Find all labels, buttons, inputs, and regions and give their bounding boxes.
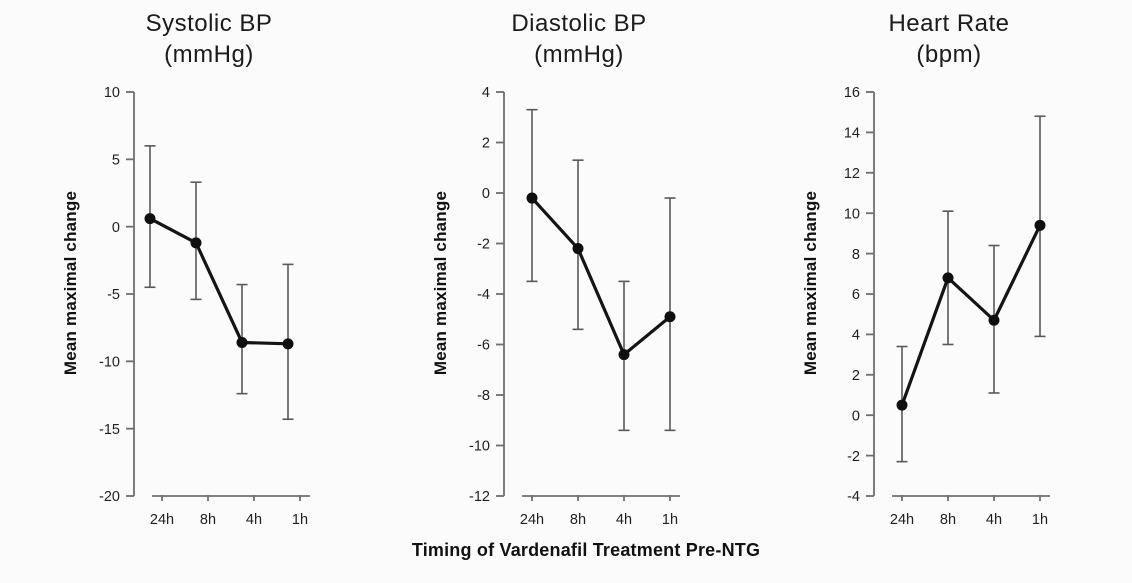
chart-title-line1: Heart Rate [888, 10, 1010, 37]
panel-heart-rate: Heart Rate (bpm) Mean maximal change 16 1… [798, 8, 1074, 540]
y-axis-label: Mean maximal change [801, 190, 820, 375]
x-tick-label: 1h [1032, 512, 1048, 528]
y-tick-label: -4 [847, 489, 860, 505]
y-tick-label: 2 [852, 368, 860, 384]
y-tick-label: 2 [482, 136, 490, 152]
x-tick-label: 24h [520, 512, 544, 528]
y-tick-label: -2 [847, 449, 860, 465]
y-tick-label: -2 [477, 237, 490, 253]
x-tick-label: 4h [986, 512, 1002, 528]
data-point [526, 192, 538, 204]
y-axis-label-wrap: Mean maximal change [798, 72, 824, 540]
x-tick-label: 4h [246, 512, 262, 528]
data-point [618, 349, 630, 361]
data-point [942, 272, 954, 284]
y-tick-label: 14 [844, 126, 860, 142]
x-tick-label: 1h [662, 512, 678, 528]
y-tick-label: 6 [852, 287, 860, 303]
chart-title-line2: (bpm) [916, 41, 982, 68]
data-line [530, 196, 672, 357]
x-tick-label: 1h [292, 512, 308, 528]
data-point [664, 311, 676, 323]
y-axis-label-wrap: Mean maximal change [58, 72, 84, 540]
chart-title-line2: (mmHg) [534, 41, 624, 68]
y-tick-label: -15 [99, 422, 120, 438]
x-tick-label: 24h [890, 512, 914, 528]
chart-title-line1: Systolic BP [145, 10, 273, 37]
x-tick-label: 4h [616, 512, 632, 528]
y-tick-label: 4 [482, 85, 490, 101]
y-tick-label: 0 [112, 220, 120, 236]
data-point [1034, 219, 1046, 231]
x-tick-label: 24h [150, 512, 174, 528]
data-point [282, 338, 294, 350]
y-tick-label: 12 [844, 166, 860, 182]
chart-title-line2: (mmHg) [164, 41, 254, 68]
chart-title-diastolic: Diastolic BP (mmHg) [454, 8, 704, 72]
data-point [988, 314, 1000, 326]
chart-title-systolic: Systolic BP (mmHg) [84, 8, 334, 72]
y-tick-label: 10 [844, 206, 860, 222]
y-tick-label: 4 [852, 328, 860, 344]
y-tick-label: -10 [99, 355, 120, 371]
heart-rate-chart: 16 14 12 10 8 6 4 2 0 -2 -4 24h 8h 4h 1h [844, 85, 1050, 528]
chart-title-heart-rate: Heart Rate (bpm) [824, 8, 1074, 72]
y-axis-label: Mean maximal change [431, 190, 450, 375]
y-tick-label: -5 [107, 287, 120, 303]
data-line [900, 223, 1042, 407]
y-tick-label: 0 [852, 408, 860, 424]
diastolic-bp-chart: 4 2 0 -2 -4 -6 -8 -10 -12 24h 8h 4h 1h [469, 85, 680, 528]
panels-row: Systolic BP (mmHg) Mean maximal change 1… [58, 8, 1074, 540]
x-tick-label: 8h [940, 512, 956, 528]
y-axis-label: Mean maximal change [61, 190, 80, 375]
data-point [236, 336, 248, 348]
systolic-bp-chart: 10 5 0 -5 -10 -15 -20 24h 8h 4h 1h [99, 85, 310, 528]
y-tick-label: -6 [477, 338, 490, 354]
y-tick-label: -20 [99, 489, 120, 505]
y-tick-label: -12 [469, 489, 490, 505]
y-tick-label: 5 [112, 153, 120, 169]
data-point [572, 243, 584, 255]
y-tick-label: -4 [477, 287, 490, 303]
y-tick-label: 16 [844, 85, 860, 101]
data-point [190, 237, 202, 249]
chart-title-line1: Diastolic BP [511, 10, 647, 37]
y-tick-label: -10 [469, 439, 490, 455]
data-line [148, 216, 290, 346]
x-tick-label: 8h [200, 512, 216, 528]
panel-diastolic-bp: Diastolic BP (mmHg) Mean maximal change … [428, 8, 704, 540]
data-point [144, 213, 156, 225]
y-tick-label: 8 [852, 247, 860, 263]
panel-systolic-bp: Systolic BP (mmHg) Mean maximal change 1… [58, 8, 334, 540]
y-tick-label: 0 [482, 186, 490, 202]
x-tick-label: 8h [570, 512, 586, 528]
y-tick-label: 10 [104, 85, 120, 101]
data-point [896, 399, 908, 411]
y-axis-label-wrap: Mean maximal change [428, 72, 454, 540]
y-tick-label: -8 [477, 388, 490, 404]
x-axis-title: Timing of Vardenafil Treatment Pre-NTG [411, 540, 761, 560]
